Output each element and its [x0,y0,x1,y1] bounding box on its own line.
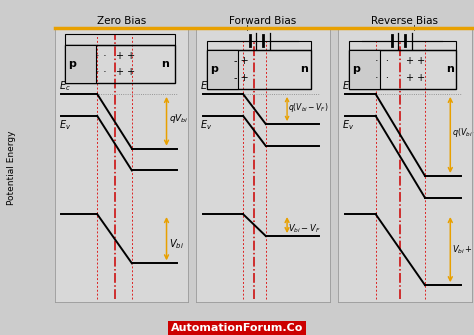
Text: $q(V_{bi}-V_F)$: $q(V_{bi}-V_F)$ [288,101,329,114]
Bar [207,50,311,88]
Text: -: - [387,24,391,34]
Text: - +: - + [235,73,249,83]
Text: + +: + + [116,51,135,61]
Text: + +: + + [116,67,135,77]
Text: $V_{bi}+V_R$: $V_{bi}+V_R$ [452,243,474,256]
Title: Forward Bias: Forward Bias [229,16,297,26]
Bar [65,45,174,83]
Bar [207,50,238,88]
Text: $q(V_{bi}+V_r)$: $q(V_{bi}+V_r)$ [452,126,474,139]
Text: $V_{bi}-V_F$: $V_{bi}-V_F$ [288,223,321,236]
Bar [207,41,311,50]
Bar [349,50,456,88]
Text: $E_v$: $E_v$ [58,119,71,132]
Bar [65,45,96,83]
Text: ·  ·: · · [375,73,390,83]
Title: Zero Bias: Zero Bias [97,16,146,26]
Text: - +: - + [235,56,249,66]
Text: p: p [210,64,218,74]
Text: p: p [352,64,360,74]
Bar [349,41,456,50]
Text: p: p [68,59,76,69]
Text: ·  ·: · · [375,56,390,66]
Text: $V_{bi}$: $V_{bi}$ [169,237,183,251]
Text: n: n [447,64,454,74]
Text: $E_v$: $E_v$ [342,119,355,132]
Text: + +: + + [406,56,425,66]
Text: AutomationForum.Co: AutomationForum.Co [171,323,303,333]
Text: n: n [301,64,309,74]
Text: $E_c$: $E_c$ [58,79,70,93]
Text: +: + [410,24,417,34]
Text: · ·: · · [97,67,107,77]
Text: -: - [270,24,273,34]
Text: Potential Energy: Potential Energy [8,130,16,205]
Text: n: n [161,59,169,69]
Text: · ·: · · [97,51,107,61]
Text: + +: + + [406,73,425,83]
Text: $E_c$: $E_c$ [342,79,354,93]
Text: +: + [244,24,250,34]
Text: $E_c$: $E_c$ [201,79,212,93]
Text: $qV_{bi}$: $qV_{bi}$ [169,112,188,125]
Text: $E_v$: $E_v$ [201,119,213,132]
Bar [349,50,380,88]
Bar [65,34,174,45]
Title: Reverse Bias: Reverse Bias [372,16,438,26]
